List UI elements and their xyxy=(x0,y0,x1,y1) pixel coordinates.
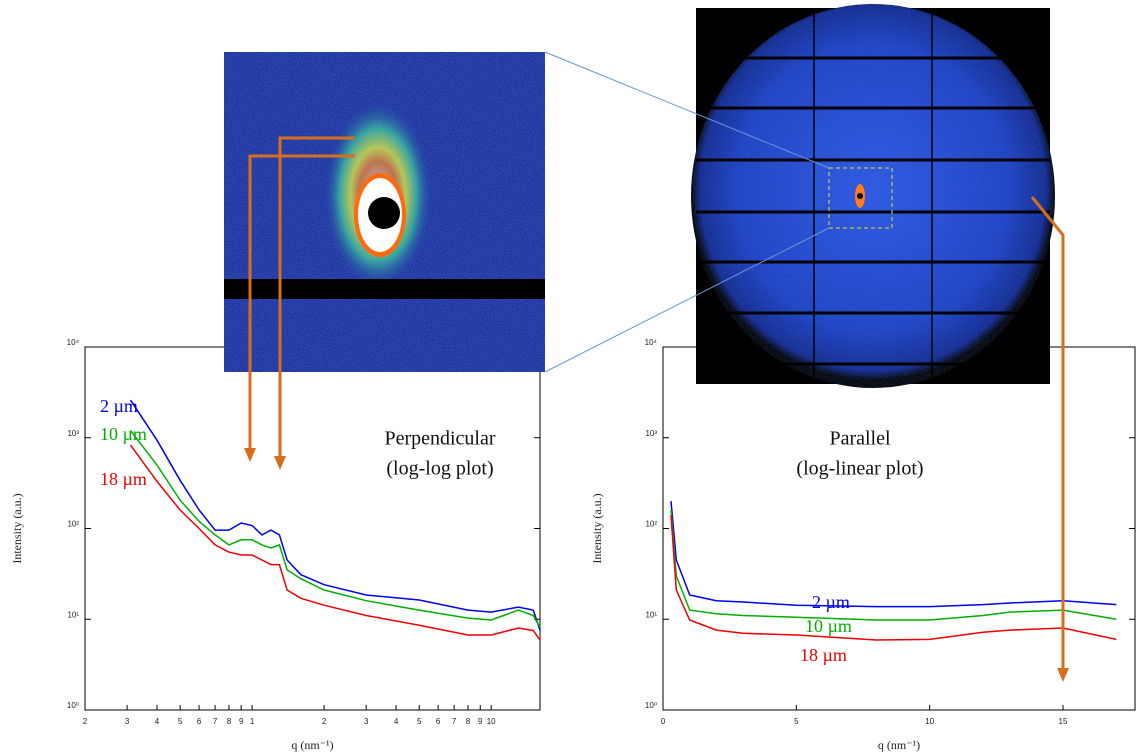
x-tick-label: 10 xyxy=(925,717,934,726)
x-tick-label: 3 xyxy=(125,717,130,726)
x-tick-label: 15 xyxy=(1059,717,1068,726)
arrows xyxy=(248,136,1065,672)
x-tick-label: 8 xyxy=(466,717,471,726)
beam-stop xyxy=(368,197,400,229)
y-tick-label: 10³ xyxy=(645,429,657,438)
x-tick-label: 3 xyxy=(364,717,369,726)
detector-images xyxy=(224,4,1069,682)
x-tick-label: 6 xyxy=(436,717,441,726)
x-tick-label: 4 xyxy=(155,717,160,726)
zoom-connector xyxy=(544,227,830,373)
y-tick-label: 10⁰ xyxy=(67,701,79,710)
detector-grid xyxy=(696,8,1050,384)
x-tick-label: 5 xyxy=(178,717,183,726)
series-line xyxy=(670,515,1117,641)
series-line xyxy=(670,501,1117,608)
y-axis-label: Intensity (a.u.) xyxy=(10,493,24,563)
x-tick-label: 5 xyxy=(417,717,422,726)
x-axis-label: q (nm⁻¹) xyxy=(291,738,333,752)
y-tick-label: 10⁴ xyxy=(645,338,658,347)
chart-subtitle: (log-linear plot) xyxy=(796,458,923,480)
x-tick-label: 9 xyxy=(239,717,244,726)
zoom-box xyxy=(828,167,893,229)
plot-frame xyxy=(84,346,541,711)
x-tick-label: 1 xyxy=(250,717,255,726)
x-tick-label: 2 xyxy=(322,717,327,726)
x-tick-label: 8 xyxy=(227,717,232,726)
x-tick-label: 5 xyxy=(794,717,799,726)
series-line xyxy=(129,444,541,641)
x-axis-label: q (nm⁻¹) xyxy=(878,738,920,752)
chart-title: Perpendicular xyxy=(384,428,495,450)
x-tick-label: 9 xyxy=(478,717,483,726)
chart-title: Parallel xyxy=(829,428,891,450)
x-tick-label: 7 xyxy=(452,717,457,726)
series-label: 10 µm xyxy=(100,424,147,444)
series-label: 10 µm xyxy=(805,616,852,636)
y-tick-label: 10⁰ xyxy=(645,701,657,710)
y-tick-label: 10⁴ xyxy=(67,338,80,347)
series-label: 18 µm xyxy=(800,645,847,665)
x-tick-label: 0 xyxy=(661,717,666,726)
center-stop xyxy=(857,193,863,199)
x-tick-label: 4 xyxy=(394,717,399,726)
series-label: 2 µm xyxy=(100,396,138,416)
zoom-connector xyxy=(544,51,830,169)
series-label: 18 µm xyxy=(100,469,147,489)
x-tick-label: 10 xyxy=(487,717,496,726)
x-tick-label: 2 xyxy=(83,717,88,726)
chart-subtitle: (log-log plot) xyxy=(386,458,493,480)
series-line xyxy=(670,509,1117,621)
y-tick-label: 10³ xyxy=(67,429,79,438)
x-tick-label: 6 xyxy=(197,717,202,726)
y-axis-label: Intensity (a.u.) xyxy=(590,493,604,563)
arrow-heads xyxy=(244,448,1069,682)
series-label: 2 µm xyxy=(812,592,850,612)
y-tick-label: 10² xyxy=(67,520,79,529)
y-tick-label: 10² xyxy=(645,520,657,529)
disk-noise xyxy=(691,4,1055,388)
y-tick-label: 10¹ xyxy=(645,610,657,619)
detector-gap xyxy=(224,279,545,299)
y-tick-label: 10¹ xyxy=(67,610,79,619)
series-line xyxy=(129,399,541,631)
series-line xyxy=(129,430,541,628)
x-tick-label: 7 xyxy=(213,717,218,726)
